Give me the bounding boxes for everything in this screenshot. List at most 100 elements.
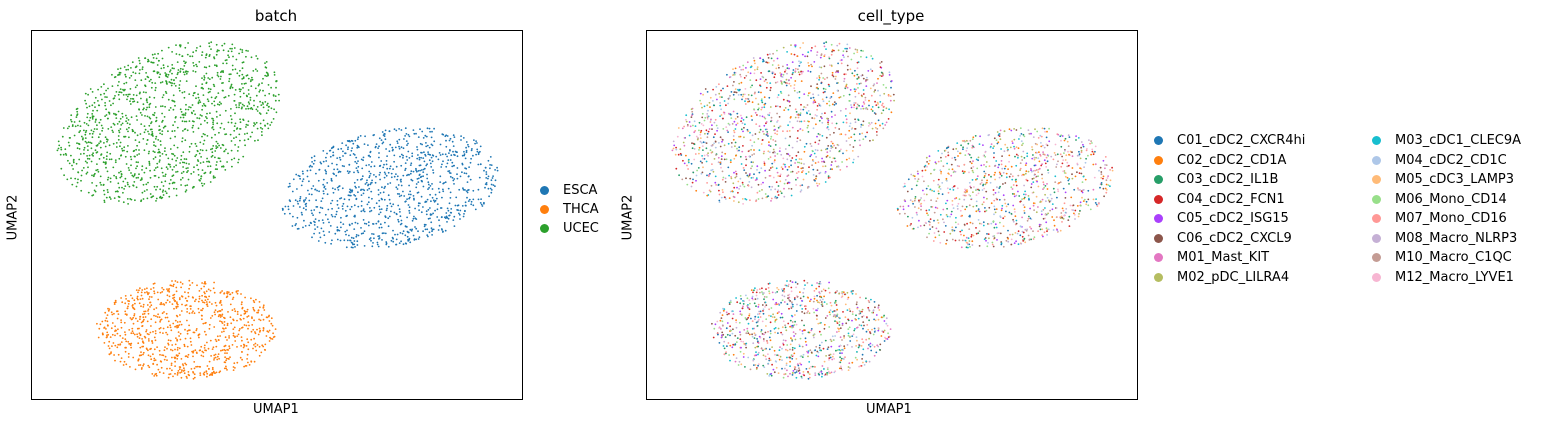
celltype-point <box>933 190 935 193</box>
batch-point-thca <box>229 356 231 359</box>
celltype-point <box>776 354 778 356</box>
batch-point-esca <box>415 183 418 185</box>
batch-point-ucec <box>159 155 162 157</box>
celltype-point <box>1084 178 1087 181</box>
celltype-point <box>826 368 829 371</box>
batch-point-ucec <box>79 153 82 155</box>
celltype-point <box>1059 153 1062 156</box>
celltype-point <box>1080 190 1083 193</box>
celltype-point <box>978 245 981 247</box>
batch-point-esca <box>344 152 346 155</box>
celltype-point <box>768 359 771 362</box>
celltype-point <box>1010 173 1012 176</box>
batch-point-esca <box>393 154 396 157</box>
celltype-point <box>867 347 869 350</box>
batch-point-ucec <box>91 115 94 117</box>
batch-point-ucec <box>171 152 173 155</box>
batch-point-thca <box>137 342 140 345</box>
celltype-point <box>923 199 926 202</box>
celltype-point <box>799 355 802 358</box>
celltype-point <box>798 369 801 372</box>
celltype-point <box>1064 149 1066 152</box>
batch-point-ucec <box>225 62 228 65</box>
batch-point-esca <box>426 173 428 176</box>
batch-point-ucec <box>230 140 233 142</box>
batch-point-thca <box>121 301 124 304</box>
batch-point-ucec <box>228 56 230 59</box>
celltype-point <box>968 240 971 242</box>
batch-point-thca <box>271 324 274 327</box>
batch-point-thca <box>129 317 132 319</box>
batch-point-ucec <box>181 55 184 57</box>
batch-point-esca <box>456 177 459 180</box>
batch-point-esca <box>465 172 468 175</box>
batch-point-ucec <box>212 145 215 147</box>
celltype-point <box>1021 159 1024 161</box>
batch-point-ucec <box>79 130 82 132</box>
batch-point-esca <box>373 206 376 209</box>
celltype-point <box>1033 164 1036 167</box>
batch-point-ucec <box>180 172 183 175</box>
celltype-point <box>972 234 975 237</box>
celltype-point <box>988 206 991 209</box>
batch-point-ucec <box>212 128 215 131</box>
batch-point-esca <box>354 221 357 224</box>
batch-point-ucec <box>122 180 125 183</box>
celltype-point <box>978 230 981 233</box>
batch-point-esca <box>360 194 363 197</box>
batch-point-ucec <box>176 126 179 129</box>
batch-point-esca <box>457 204 460 207</box>
celltype-point <box>883 340 886 342</box>
batch-point-ucec <box>118 196 121 199</box>
batch-point-thca <box>219 316 222 318</box>
batch-point-ucec <box>144 78 147 80</box>
batch-point-thca <box>188 374 191 377</box>
celltype-point <box>768 292 771 295</box>
batch-point-thca <box>184 355 187 358</box>
celltype-point <box>945 214 948 216</box>
celltype-point <box>1028 215 1030 218</box>
batch-point-esca <box>284 205 287 208</box>
batch-point-ucec <box>152 150 155 153</box>
batch-point-ucec <box>152 61 155 64</box>
celltype-point <box>807 355 809 358</box>
batch-point-esca <box>322 222 325 224</box>
celltype-point <box>1022 142 1024 145</box>
celltype-point <box>779 316 782 319</box>
batch-point-ucec <box>216 122 219 125</box>
batch-point-esca <box>477 198 480 201</box>
batch-point-ucec <box>106 170 109 173</box>
batch-point-esca <box>405 133 408 135</box>
celltype-point <box>1034 176 1037 179</box>
celltype-point <box>977 219 980 221</box>
batch-point-ucec <box>207 77 210 79</box>
batch-point-thca <box>166 359 168 361</box>
batch-point-ucec <box>125 120 127 123</box>
batch-point-esca <box>419 169 421 172</box>
batch-point-ucec <box>134 79 137 81</box>
batch-point-ucec <box>134 86 137 89</box>
batch-point-ucec <box>203 119 206 122</box>
celltype-point <box>858 365 860 368</box>
batch-point-ucec <box>200 177 202 180</box>
celltype-point <box>849 367 851 369</box>
batch-point-thca <box>153 314 155 317</box>
celltype-point <box>1071 173 1073 176</box>
batch-point-esca <box>420 169 423 171</box>
batch-point-ucec <box>119 170 122 173</box>
batch-point-esca <box>331 207 333 210</box>
batch-point-thca <box>167 320 170 323</box>
batch-point-thca <box>157 313 160 316</box>
batch-point-ucec <box>193 186 195 188</box>
batch-point-thca <box>175 337 177 339</box>
batch-point-thca <box>270 322 273 325</box>
celltype-point <box>722 345 725 347</box>
batch-point-esca <box>392 237 394 240</box>
batch-point-esca <box>329 149 332 152</box>
batch-point-esca <box>476 142 478 144</box>
celltype-point <box>771 346 773 348</box>
celltype-point <box>977 192 980 195</box>
celltype-point <box>950 210 953 213</box>
celltype-point <box>809 349 812 352</box>
celltype-point <box>728 303 731 305</box>
